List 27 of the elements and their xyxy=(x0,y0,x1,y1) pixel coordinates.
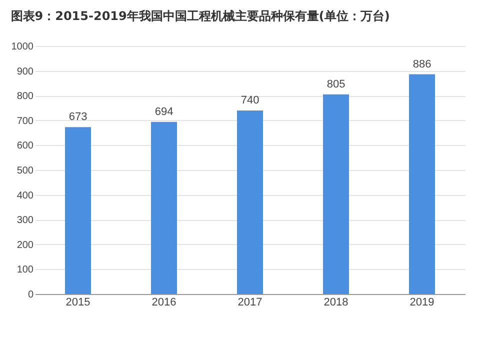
y-tick-label: 0 xyxy=(28,290,34,300)
data-label: 694 xyxy=(154,106,174,118)
y-tick-label: 700 xyxy=(16,116,34,127)
y-tick-label: 400 xyxy=(16,190,34,202)
x-tick-label: 2015 xyxy=(66,296,90,308)
y-tick-label: 600 xyxy=(16,140,34,152)
y-tick-label: 1000 xyxy=(11,42,34,52)
y-tick-label: 800 xyxy=(16,91,34,102)
x-tick-label: 2017 xyxy=(238,296,262,308)
x-tick-label: 2019 xyxy=(410,296,434,308)
data-label: 805 xyxy=(326,78,346,90)
data-label: 740 xyxy=(240,94,260,106)
y-tick-label: 100 xyxy=(16,264,34,276)
chart-title: 图表9：2015-2019年我国中国工程机械主要品种保有量(单位：万台) xyxy=(10,9,390,23)
y-tick-label: 900 xyxy=(16,66,34,78)
bar xyxy=(151,122,177,294)
bar xyxy=(323,94,349,294)
x-tick-label: 2016 xyxy=(152,296,176,308)
x-tick-label: 2018 xyxy=(324,296,348,308)
data-label: 886 xyxy=(412,58,432,70)
bar xyxy=(237,110,263,294)
y-tick-label: 200 xyxy=(16,240,34,251)
bar xyxy=(65,127,91,294)
y-tick-label: 300 xyxy=(16,215,34,226)
y-tick-label: 500 xyxy=(16,166,34,176)
data-label: 673 xyxy=(68,111,88,124)
bar xyxy=(409,74,435,294)
